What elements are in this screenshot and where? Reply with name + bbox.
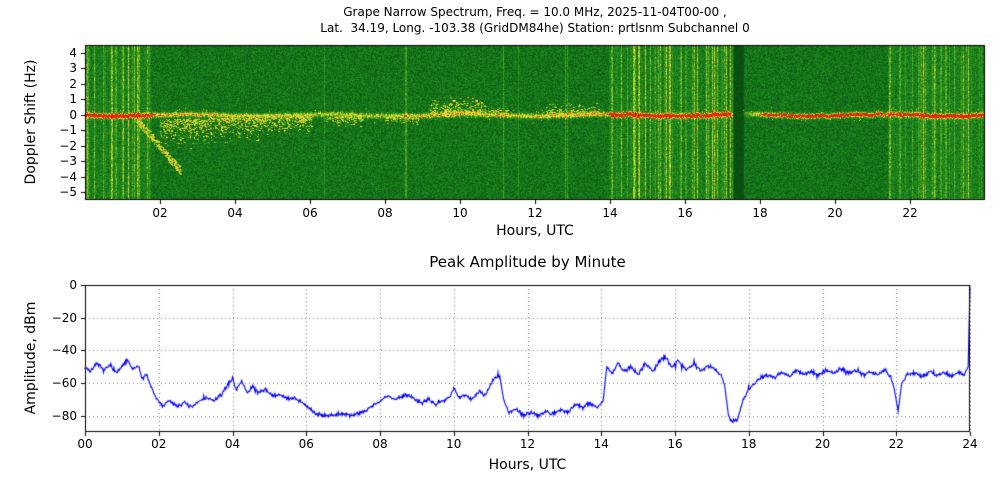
amplitude-y-tick-label: −20 (51, 310, 77, 325)
spectrogram-x-tick-label: 20 (827, 206, 843, 220)
spectrogram-x-tick-label: 08 (377, 206, 393, 220)
spectrogram-y-tick-label: −5 (59, 185, 77, 200)
amplitude-x-tick-label: 12 (519, 437, 536, 451)
spectrogram-y-tick-label: −4 (59, 169, 77, 184)
spectrogram-y-tick-label: 0 (69, 107, 77, 122)
amplitude-canvas (0, 250, 1000, 500)
spectrogram-x-tick-label: 02 (152, 206, 168, 220)
spectrogram-x-axis-label: Hours, UTC (496, 223, 574, 239)
spectrogram-x-tick-label: 18 (752, 206, 768, 220)
spectrogram-x-tick-label: 14 (602, 206, 618, 220)
amplitude-x-tick-label: 02 (151, 437, 167, 451)
spectrogram-x-tick-label: 06 (302, 206, 318, 220)
spectrogram-x-tick-label: 10 (452, 206, 468, 220)
spectrogram-title-line2: Lat. 34.19, Long. -103.38 (GridDM84he) S… (320, 21, 750, 35)
amplitude-y-tick-label: −40 (51, 343, 77, 358)
spectrogram-canvas (0, 0, 1000, 240)
spectrogram-title-line1: Grape Narrow Spectrum, Freq. = 10.0 MHz,… (343, 5, 727, 19)
spectrogram-x-tick-label: 22 (902, 206, 918, 220)
amplitude-x-tick-label: 22 (888, 437, 904, 451)
spectrogram-y-axis-label: Doppler Shift (Hz) (23, 59, 39, 185)
spectrogram-y-tick-label: 4 (69, 45, 77, 60)
spectrogram-y-tick-label: 1 (69, 92, 77, 107)
amplitude-x-tick-label: 18 (741, 437, 757, 451)
spectrogram-y-tick-label: 2 (69, 76, 77, 91)
amplitude-x-tick-label: 08 (372, 437, 388, 451)
amplitude-x-tick-label: 14 (593, 437, 609, 451)
spectrogram-y-tick-label: −3 (59, 154, 77, 169)
amplitude-y-tick-label: −60 (51, 376, 77, 390)
amplitude-x-tick-label: 06 (298, 437, 314, 451)
amplitude-x-axis-label: Hours, UTC (488, 457, 567, 473)
amplitude-y-axis-label: Amplitude, dBm (23, 301, 39, 415)
amplitude-x-tick-label: 24 (962, 437, 978, 451)
amplitude-x-tick-label: 20 (814, 437, 831, 451)
spectrogram-x-tick-label: 12 (527, 206, 543, 220)
spectrogram-y-tick-label: −1 (59, 123, 77, 138)
spectrogram-y-tick-label: 3 (69, 61, 77, 76)
amplitude-y-tick-label: 0 (69, 278, 77, 292)
amplitude-y-tick-label: −80 (51, 408, 77, 423)
spectrogram-y-tick-label: −2 (59, 138, 77, 153)
amplitude-x-tick-label: 00 (77, 437, 93, 451)
amplitude-x-tick-label: 16 (667, 437, 683, 451)
amplitude-x-tick-label: 04 (224, 437, 241, 451)
amplitude-x-tick-label: 10 (446, 437, 462, 451)
spectrogram-x-tick-label: 04 (227, 206, 243, 220)
spectrogram-x-tick-label: 16 (677, 206, 693, 220)
amplitude-title: Peak Amplitude by Minute (429, 253, 626, 271)
